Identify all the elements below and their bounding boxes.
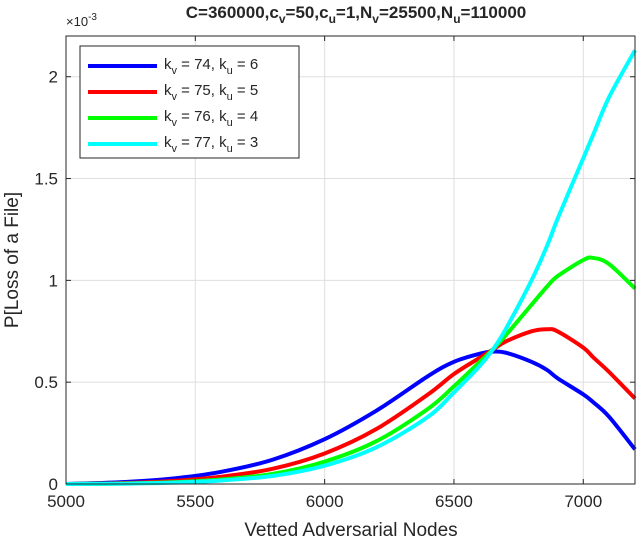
subscript: v [172, 65, 178, 77]
subscript: u [227, 91, 233, 103]
chart-title: C=360000,cv=50,cu=1,Nv=25500,Nu=110000 [186, 3, 527, 26]
axes-box [65, 35, 636, 485]
legend-label-4: kv = 77, ku = 3 [164, 134, 258, 155]
series-line-2 [65, 327, 637, 486]
text-segment: k [164, 134, 172, 151]
x-axis-label: Vetted Adversarial Nodes [244, 520, 457, 541]
legend: kv = 74, ku = 6kv = 75, ku = 5kv = 76, k… [79, 45, 300, 159]
y-tick-label: 1 [49, 271, 58, 290]
legend-label-1: kv = 74, ku = 6 [164, 56, 258, 77]
x-tick-label: 7000 [564, 492, 602, 511]
text-segment: k [164, 82, 172, 99]
text-segment: k [164, 108, 172, 125]
text-segment: = 4 [233, 108, 258, 125]
subscript: u [453, 12, 460, 26]
subscript: u [227, 65, 233, 77]
text-segment: C=360000,c [186, 3, 279, 22]
text-segment: =1,N [336, 3, 372, 22]
series-line-4 [65, 49, 637, 486]
subscript: v [172, 143, 178, 155]
text-segment: =50,c [286, 3, 329, 22]
subscript: v [172, 91, 178, 103]
x-tick-label: 5500 [176, 492, 214, 511]
legend-label-3: kv = 76, ku = 4 [164, 108, 258, 129]
text-segment: = 3 [233, 134, 258, 151]
subscript: v [172, 117, 178, 129]
text-segment: k [164, 56, 172, 73]
subscript: v [372, 12, 379, 26]
y-tick-label: 0.5 [34, 373, 58, 392]
text-segment: = 76, k [177, 108, 227, 125]
subscript: u [227, 143, 233, 155]
y-axis-exponent: ×10-3 [66, 12, 97, 29]
text-segment: =110000 [461, 3, 527, 22]
subscript: u [329, 12, 336, 26]
text-segment: = 5 [233, 82, 258, 99]
x-tick-label: 5000 [47, 492, 85, 511]
y-tick-label: 2 [49, 68, 58, 87]
series-group [65, 49, 637, 486]
subscript: v [279, 12, 286, 26]
text-segment: =25500,N [379, 3, 453, 22]
text-segment: = 75, k [177, 82, 227, 99]
text-segment: = 6 [233, 56, 258, 73]
y-tick-label: 0 [49, 475, 58, 494]
legend-label-2: kv = 75, ku = 5 [164, 82, 258, 103]
y-tick-label: 1.5 [34, 170, 58, 189]
subscript: u [227, 117, 233, 129]
text-segment: = 74, k [177, 56, 227, 73]
y-axis-label: P[Loss of a File] [2, 192, 23, 328]
text-segment: = 77, k [177, 134, 227, 151]
series-line-1 [65, 349, 637, 486]
ticks: 5000 5500 6000 6500 7000 0 0.5 1 1.5 2 [34, 36, 635, 511]
x-tick-label: 6000 [306, 492, 344, 511]
x-tick-label: 6500 [435, 492, 473, 511]
